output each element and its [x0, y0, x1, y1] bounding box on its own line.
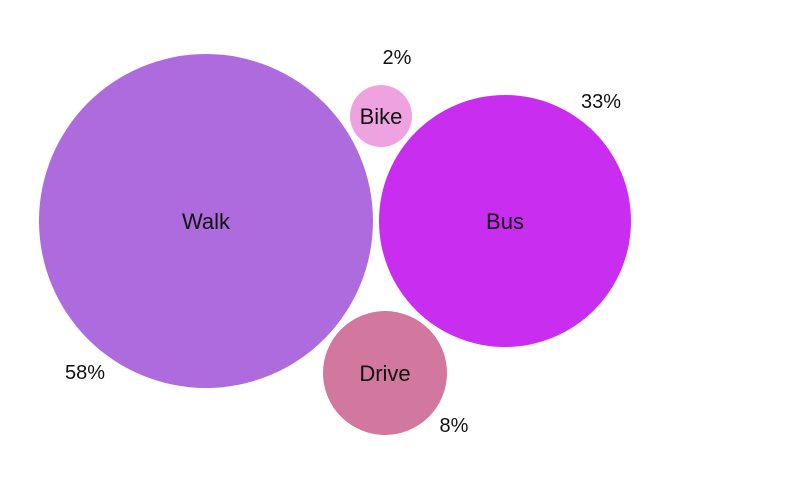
bubble-label-bus: Bus	[486, 209, 524, 234]
labels-layer: Walk 58% Bus 33% Drive 8% Bike 2%	[65, 47, 621, 437]
percent-label-bike: 2%	[383, 47, 412, 69]
bubble-drive	[323, 311, 447, 435]
bubble-label-drive: Drive	[359, 361, 410, 386]
bubble-label-walk: Walk	[182, 209, 231, 234]
percent-label-walk: 58%	[65, 362, 105, 384]
percent-label-bus: 33%	[581, 91, 621, 113]
bubble-bike	[350, 85, 412, 147]
bubble-label-bike: Bike	[360, 104, 403, 129]
bubbles-layer	[39, 54, 631, 435]
bubble-walk	[39, 54, 373, 388]
bubble-bus	[379, 95, 631, 347]
percent-label-drive: 8%	[440, 415, 469, 437]
